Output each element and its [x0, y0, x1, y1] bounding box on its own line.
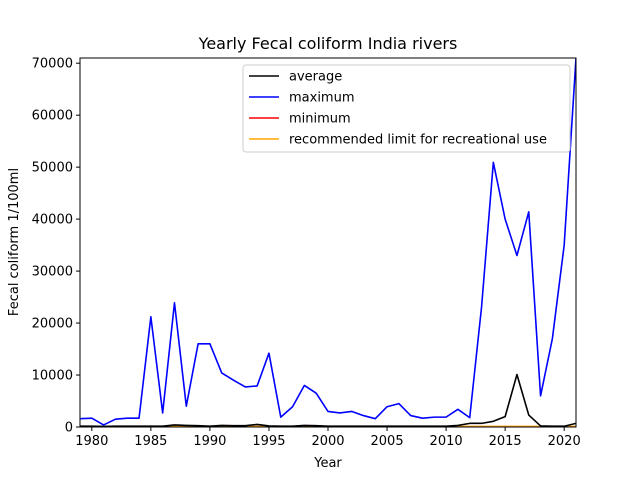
legend-label-average: average — [289, 70, 342, 85]
x-tick-label: 1990 — [193, 434, 226, 449]
legend-label-minimum: minimum — [289, 112, 351, 127]
x-tick-label: 2010 — [430, 434, 463, 449]
x-axis: 1980 1985 1990 1995 2000 2005 2010 2015 2020 — [75, 427, 581, 449]
x-tick-label: 2015 — [489, 434, 522, 449]
y-tick-label: 50000 — [32, 161, 73, 176]
x-tick-label: 2005 — [371, 434, 404, 449]
x-tick-label: 1980 — [75, 434, 108, 449]
x-tick-label: 1995 — [252, 434, 285, 449]
y-tick-label: 10000 — [32, 369, 73, 384]
legend-label-maximum: maximum — [289, 91, 355, 106]
y-tick-label: 70000 — [32, 57, 73, 72]
legend-label-recommended-limit-for-recreational-use: recommended limit for recreational use — [289, 133, 547, 148]
y-tick-label: 30000 — [32, 265, 73, 280]
x-tick-label: 2000 — [311, 434, 344, 449]
x-axis-label: Year — [313, 456, 342, 471]
chart-title: Yearly Fecal coliform India rivers — [198, 34, 458, 53]
y-tick-label: 0 — [65, 421, 73, 436]
series-layer — [80, 58, 576, 427]
y-tick-label: 20000 — [32, 317, 73, 332]
y-tick-label: 40000 — [32, 213, 73, 228]
y-axis: 0 10000 20000 30000 40000 50000 60000 70000 — [32, 57, 80, 436]
y-axis-label: Fecal coliform 1/100ml — [7, 168, 22, 316]
series-line-average — [80, 373, 576, 427]
legend-frame — [242, 64, 571, 153]
x-tick-label: 1985 — [134, 434, 167, 449]
series-line-maximum — [80, 58, 576, 426]
legend: average maximum minimum recommended limit f… — [242, 64, 571, 153]
y-tick-label: 60000 — [32, 109, 73, 124]
x-tick-label: 2020 — [548, 434, 581, 449]
